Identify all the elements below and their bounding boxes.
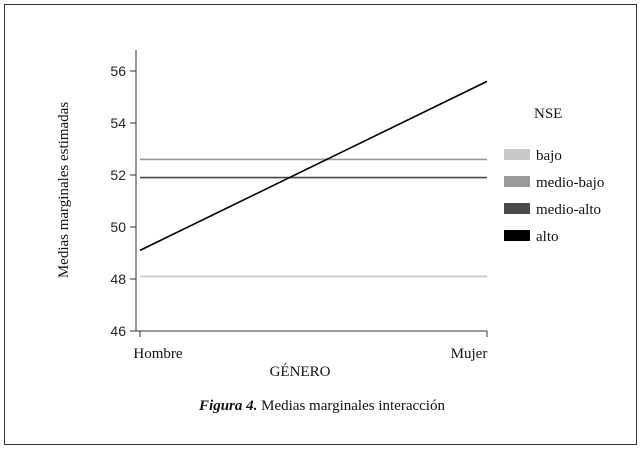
y-axis-title: Medias marginales estimadas [56, 102, 72, 279]
legend-label-bajo: bajo [536, 148, 562, 164]
legend-swatch-bajo [504, 149, 530, 160]
chart-series [139, 80, 488, 278]
figure-frame [4, 4, 637, 445]
legend-swatch-alto [504, 230, 530, 241]
x-axis-title: GÉNERO [270, 363, 331, 380]
series-line-alto [139, 80, 488, 252]
legend-swatch-medio-alto [504, 203, 530, 214]
figure-number: Figura 4. [199, 398, 258, 414]
chart-axes: 46 48 50 52 54 56 Hombre Mujer [110, 50, 488, 362]
y-tick-label: 56 [110, 63, 126, 79]
legend-swatch-medio-bajo [504, 176, 530, 187]
legend-title: NSE [534, 106, 562, 122]
y-tick-label: 48 [110, 271, 126, 287]
figure-caption-text: Medias marginales interacción [261, 398, 445, 414]
y-tick-label: 46 [110, 323, 126, 339]
chart-legend: NSE bajo medio-bajo medio-alto alto [504, 106, 604, 245]
legend-label-alto: alto [536, 229, 559, 245]
figure-caption: Figura 4. Medias marginales interacción [0, 398, 644, 415]
y-tick-label: 52 [110, 167, 126, 183]
y-tick-label: 50 [110, 219, 126, 235]
chart-svg: 46 48 50 52 54 56 Hombre Mujer NSE bajo medio-baj… [56, 50, 604, 380]
legend-label-medio-bajo: medio-bajo [536, 175, 604, 191]
y-tick-label: 54 [110, 115, 126, 131]
x-tick-label: Mujer [451, 346, 488, 362]
legend-label-medio-alto: medio-alto [536, 202, 601, 218]
x-tick-label: Hombre [133, 346, 182, 362]
